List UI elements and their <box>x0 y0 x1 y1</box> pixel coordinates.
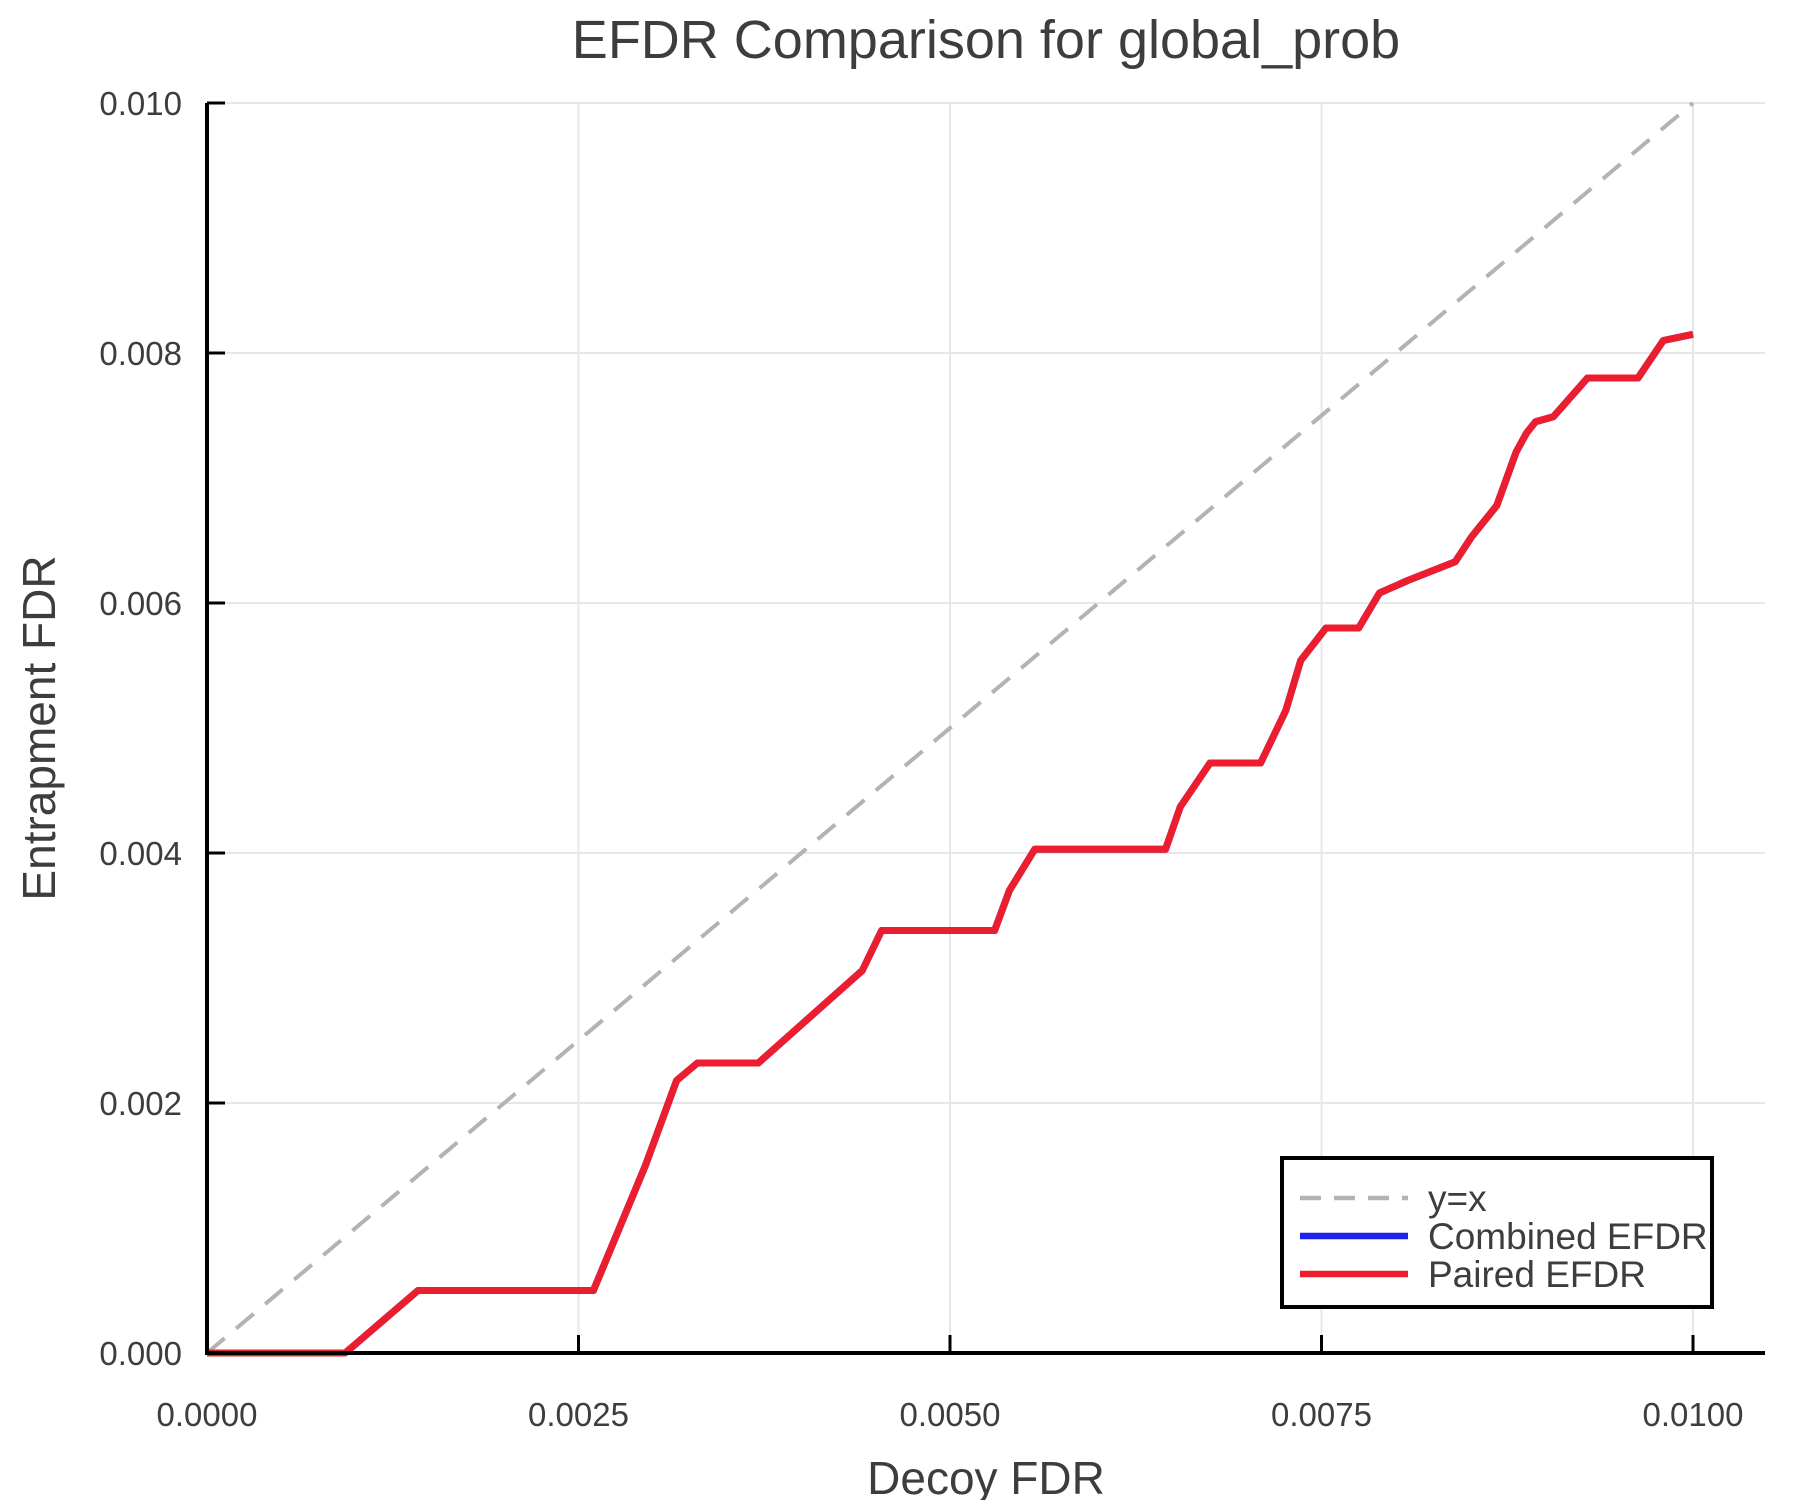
x-tick-label: 0.0075 <box>1271 1396 1372 1433</box>
tick-labels: 0.0000 0.0025 0.0050 0.0075 0.0100 0.000 0.002… <box>99 85 1743 1433</box>
y-tick-label: 0.002 <box>99 1085 182 1122</box>
axes-spines <box>205 103 1765 1355</box>
y-tick-label: 0.008 <box>99 335 182 372</box>
paired-efdr-line <box>207 330 1694 1357</box>
x-tick-label: 0.0025 <box>528 1396 629 1433</box>
legend-label-paired-efdr: Paired EFDR <box>1428 1254 1646 1295</box>
series-lines <box>205 101 1695 1357</box>
legend-label-y-equals-x: y=x <box>1428 1178 1487 1219</box>
x-tick-label: 0.0100 <box>1643 1396 1744 1433</box>
y-axis-label: Entrapment FDR <box>13 555 65 900</box>
x-tick-label: 0.0000 <box>157 1396 258 1433</box>
y-tick-label: 0.000 <box>99 1335 182 1372</box>
axis-ticks <box>205 101 1695 1355</box>
y-tick-label: 0.006 <box>99 585 182 622</box>
grid-lines <box>207 102 1765 1353</box>
x-tick-label: 0.0050 <box>900 1396 1001 1433</box>
legend: y=x Combined EFDR Paired EFDR <box>1280 1156 1714 1309</box>
y-equals-x-line <box>205 101 1695 1355</box>
y-tick-label: 0.004 <box>99 835 182 872</box>
legend-label-combined-efdr: Combined EFDR <box>1428 1216 1708 1257</box>
x-axis-label: Decoy FDR <box>867 1452 1105 1500</box>
y-tick-label: 0.010 <box>99 85 182 122</box>
chart-title: EFDR Comparison for global_prob <box>572 10 1400 70</box>
legend-box <box>1280 1156 1714 1309</box>
